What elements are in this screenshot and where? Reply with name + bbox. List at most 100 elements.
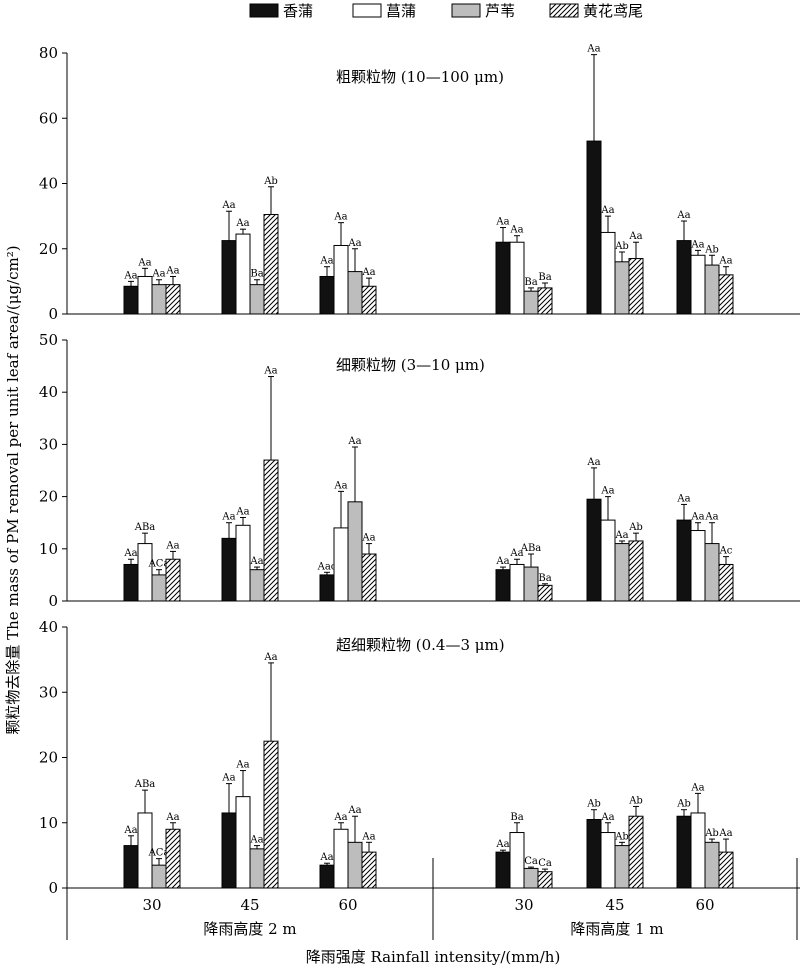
y-tick-label: 30 [39, 683, 58, 701]
significance-label: Aa [165, 540, 179, 551]
bar-huanghuayuanwei [537, 584, 553, 602]
bar-xiangpu [221, 240, 237, 315]
significance-label: Aa [600, 486, 614, 497]
bar-changpu [333, 527, 349, 602]
bar-changpu [235, 524, 251, 602]
legend: 香蒲 菖蒲 芦苇 黄花鸢尾 [249, 2, 643, 20]
significance-label: Ab [628, 522, 643, 533]
x-axis-title: 降雨强度 Rainfall intensity/(mm/h) [306, 948, 561, 966]
x-tick-label: 45 [605, 896, 624, 914]
legend-label-luwei: 芦苇 [485, 2, 515, 20]
y-tick-label: 40 [39, 383, 58, 401]
significance-label: Aa [333, 212, 347, 223]
bar-luwei [249, 284, 265, 315]
x-axis-area: 30 45 60 30 45 60 降雨高度 2 m 降雨高度 1 m 降雨强度 Rain… [66, 858, 800, 966]
bar-huanghuayuanwei [165, 828, 181, 889]
y-tick-label: 0 [48, 879, 58, 897]
y-tick-label: 20 [39, 240, 58, 258]
significance-label: Aa [495, 839, 509, 850]
bar-huanghuayuanwei [718, 274, 734, 315]
y-axis-title: 颗粒物去除量 The mass of PM removal per unit l… [4, 245, 22, 734]
significance-label: Aa [718, 828, 732, 839]
significance-label: Aa [319, 852, 333, 863]
y-tick-label: 20 [39, 749, 58, 767]
bar-huanghuayuanwei [361, 851, 377, 889]
significance-label: Aa [600, 205, 614, 216]
significance-label: Aa [319, 256, 333, 267]
y-tick-label: 50 [39, 331, 58, 349]
significance-label: Aa [509, 225, 523, 236]
bar-luwei [704, 841, 720, 889]
significance-label: Aa [361, 533, 375, 544]
x-tick-label: 30 [514, 896, 533, 914]
significance-label: ABa [134, 522, 156, 533]
bar-luwei [523, 867, 539, 889]
bar-luwei [614, 543, 630, 602]
legend-label-xiangpu: 香蒲 [283, 2, 313, 20]
significance-label: Aa [249, 835, 263, 846]
significance-label: Aa [249, 556, 263, 567]
bar-changpu [690, 812, 706, 889]
significance-label: Ca [524, 856, 538, 867]
panel-title-coarse: 粗颗粒物 (10—100 μm) [336, 68, 504, 86]
bar-huanghuayuanwei [537, 287, 553, 315]
x-tick-label: 60 [695, 896, 714, 914]
significance-label: Aa [361, 831, 375, 842]
significance-label: ACa [148, 559, 170, 570]
significance-label: Aa [333, 480, 347, 491]
x-tick-label: 30 [142, 896, 161, 914]
y-tick-label: 10 [39, 814, 58, 832]
bar-xiangpu [495, 569, 511, 602]
significance-label: Aa [347, 436, 361, 447]
bar-xiangpu [221, 812, 237, 889]
bar-xiangpu [495, 241, 511, 315]
y-tick-label: 20 [39, 488, 58, 506]
significance-label: Aa [509, 548, 523, 559]
significance-label: Aa [495, 217, 509, 228]
bar-huanghuayuanwei [361, 285, 377, 315]
significance-label: Aa [221, 200, 235, 211]
bar-huanghuayuanwei [165, 284, 181, 315]
bar-changpu [690, 530, 706, 602]
significance-label: Aa [165, 812, 179, 823]
bar-xiangpu [123, 285, 139, 315]
significance-label: Aa [704, 512, 718, 523]
significance-label: Ba [538, 272, 551, 283]
y-tick-label: 0 [48, 592, 58, 610]
bar-xiangpu [676, 815, 692, 889]
significance-label: Aa [123, 270, 137, 281]
significance-label: Ab [614, 831, 629, 842]
significance-label: Aa [347, 805, 361, 816]
bar-changpu [509, 832, 525, 889]
bar-changpu [600, 519, 616, 602]
bar-xiangpu [586, 140, 602, 315]
significance-label: Aa [600, 812, 614, 823]
bar-luwei [249, 848, 265, 889]
significance-label: Aa [586, 44, 600, 55]
significance-label: Ca [538, 858, 552, 869]
significance-label: Aa [137, 257, 151, 268]
significance-label: Aa [123, 825, 137, 836]
bar-xiangpu [319, 864, 335, 889]
bar-huanghuayuanwei [165, 558, 181, 602]
y-tick-label: 40 [39, 175, 58, 193]
bar-changpu [509, 563, 525, 602]
bar-huanghuayuanwei [263, 459, 279, 602]
y-tick-label: 30 [39, 435, 58, 453]
bar-huanghuayuanwei [537, 871, 553, 889]
panel-title-ultrafine: 超细颗粒物 (0.4—3 μm) [336, 636, 505, 654]
bar-luwei [347, 271, 363, 315]
significance-label: Aa [361, 267, 375, 278]
significance-label: Ab [628, 795, 643, 806]
significance-label: Ab [704, 828, 719, 839]
bar-xiangpu [123, 563, 139, 602]
significance-label: Aa [333, 812, 347, 823]
significance-label: Ab [586, 799, 601, 810]
significance-label: ACa [148, 848, 170, 859]
group-label-2m: 降雨高度 2 m [203, 920, 296, 938]
bar-huanghuayuanwei [263, 740, 279, 889]
bar-luwei [151, 574, 167, 602]
